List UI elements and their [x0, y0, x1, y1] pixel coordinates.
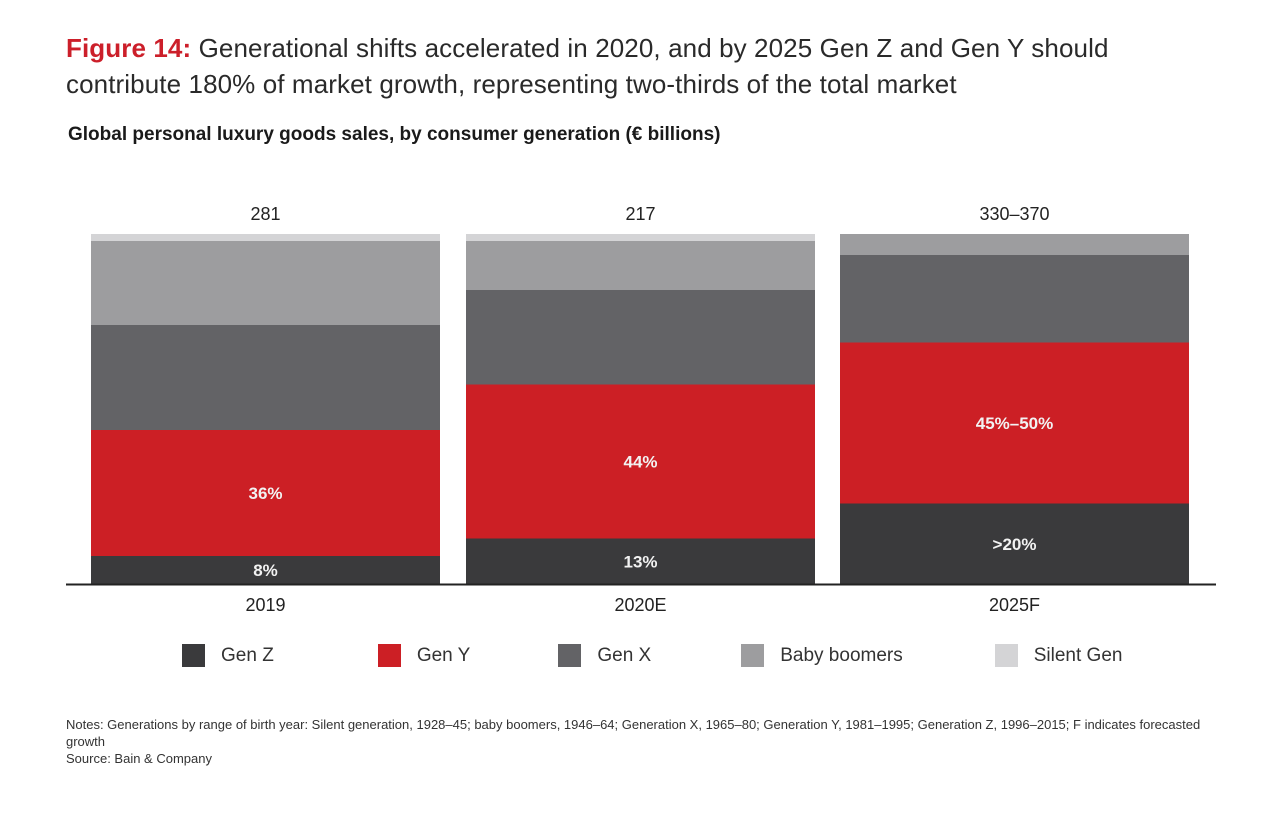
notes-text: Notes: Generations by range of birth yea… [66, 717, 1201, 749]
data-label-gen-z-2025f: >20% [993, 535, 1037, 554]
figure-label: Figure 14: [66, 33, 192, 63]
bar-segment-baby-boomers-2025f [840, 234, 1189, 255]
chart-title: Global personal luxury goods sales, by c… [68, 124, 721, 145]
legend-item-baby-boomers: Baby boomers [741, 644, 903, 667]
legend-swatch-gen-y [377, 644, 401, 667]
bar-segment-baby-boomers-2020e [466, 241, 815, 290]
source-text: Source: Bain & Company [66, 751, 212, 766]
bar-segment-gen-x-2019 [91, 325, 440, 430]
bar-segment-gen-y-2019 [91, 430, 440, 556]
bar-segment-gen-y-2020e [466, 384, 815, 539]
total-label-2025f: 330–370 [979, 204, 1049, 224]
legend-swatch-baby-boomers [741, 644, 765, 667]
bar-segment-gen-x-2025f [840, 255, 1189, 343]
legend-swatch-silent-gen [994, 644, 1018, 667]
legend-item-gen-y: Gen Y [377, 644, 471, 667]
category-label-2020e: 2020E [614, 595, 666, 615]
legend-label-gen-y: Gen Y [416, 644, 471, 666]
legend-label-silent-gen: Silent Gen [1033, 644, 1123, 666]
data-label-gen-z-2020e: 13% [623, 552, 657, 571]
data-label-gen-z-2019: 8% [253, 561, 278, 580]
chart-notes: Notes: Generations by range of birth yea… [66, 716, 1216, 767]
legend-item-gen-z: Gen Z [182, 644, 274, 667]
chart-legend: Gen Z Gen Y Gen X Baby boomers Silent Gen [182, 644, 1122, 667]
total-label-2020e: 217 [625, 204, 655, 224]
bar-segment-gen-z-2025f [840, 503, 1189, 584]
data-label-gen-y-2019: 36% [248, 484, 282, 503]
bar-segment-baby-boomers-2019 [91, 241, 440, 325]
legend-label-baby-boomers: Baby boomers [780, 644, 903, 666]
figure-title: Figure 14: Generational shifts accelerat… [66, 30, 1216, 102]
legend-item-silent-gen: Silent Gen [994, 644, 1123, 667]
total-label-2019: 281 [250, 204, 280, 224]
legend-swatch-gen-x [558, 644, 582, 667]
data-label-gen-y-2020e: 44% [623, 453, 657, 472]
figure-title-text: Generational shifts accelerated in 2020,… [66, 33, 1109, 99]
bar-segment-gen-x-2020e [466, 290, 815, 385]
legend-label-gen-z: Gen Z [221, 644, 274, 666]
legend-item-gen-x: Gen X [558, 644, 651, 667]
bar-segment-gen-z-2020e [466, 538, 815, 584]
bar-segment-silent-gen-2019 [91, 234, 440, 241]
bar-segment-gen-y-2025f [840, 342, 1189, 504]
legend-swatch-gen-z [182, 644, 205, 667]
bar-segment-gen-z-2019 [91, 556, 440, 584]
category-label-2019: 2019 [245, 595, 285, 615]
data-label-gen-y-2025f: 45%–50% [976, 414, 1054, 433]
bar-segment-silent-gen-2020e [466, 234, 815, 241]
category-label-2025f: 2025F [989, 595, 1040, 615]
legend-label-gen-x: Gen X [597, 644, 652, 666]
stacked-bar-chart: 8% 36% 281 2019 13% 44% 217 2020E >20% 45%–50% 330… [66, 204, 1216, 615]
